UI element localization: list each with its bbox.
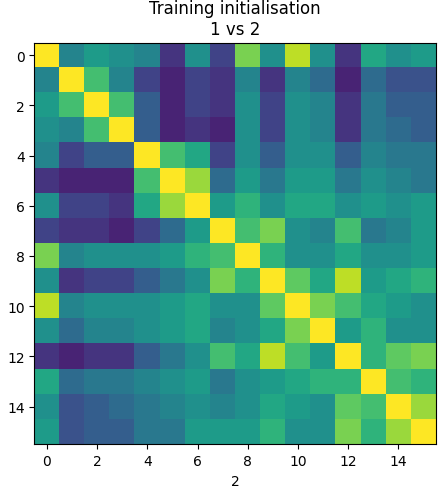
Title: Training initialisation
1 vs 2: Training initialisation 1 vs 2 [149,0,321,39]
X-axis label: 2: 2 [231,474,240,488]
